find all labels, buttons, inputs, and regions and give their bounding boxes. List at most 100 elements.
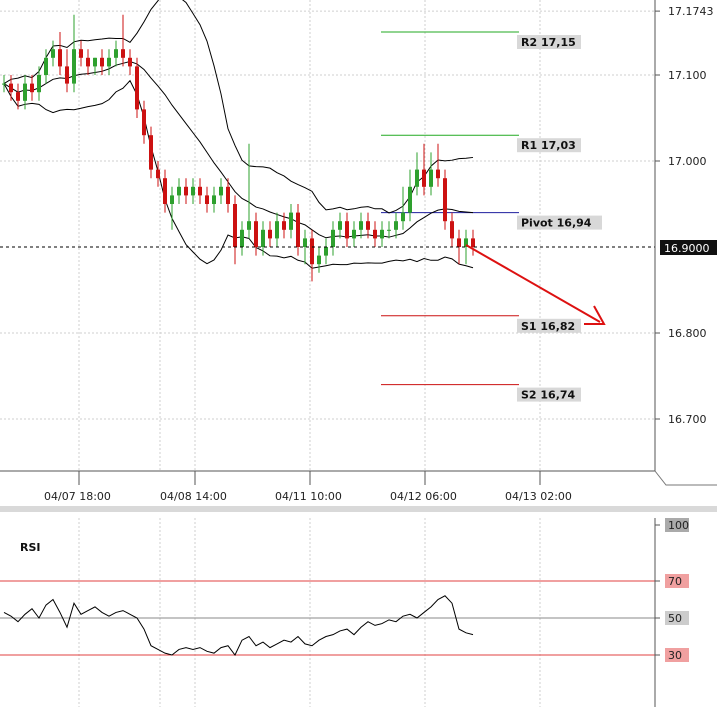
candle-body: [380, 229, 384, 239]
candle-body: [415, 169, 419, 187]
candle-body: [450, 221, 454, 239]
axis-corner: [654, 470, 717, 486]
candle-body: [394, 221, 398, 230]
candle-body: [205, 195, 209, 204]
forecast-arrow: [465, 244, 606, 325]
level-label-bg: [517, 387, 581, 402]
candle-body: [359, 221, 363, 230]
candle-body: [149, 135, 153, 170]
x-tick-label: 04/07 18:00: [44, 490, 111, 503]
candle-body: [289, 212, 293, 230]
candle-body: [303, 238, 307, 247]
candle-body: [51, 49, 55, 58]
level-label: Pivot 16,94: [521, 217, 592, 230]
level-label-bg: [517, 138, 581, 153]
candle-body: [100, 57, 104, 67]
candle-body: [86, 57, 90, 67]
candle-body: [128, 57, 132, 67]
y-tick-label: 16.800: [668, 327, 707, 340]
candle-body: [30, 83, 34, 93]
candle-body: [184, 186, 188, 196]
level-label-bg: [517, 318, 581, 333]
candle-body: [37, 75, 41, 93]
candle-body: [401, 212, 405, 222]
candle-body: [93, 57, 97, 67]
band-upper: [3, 0, 474, 214]
x-tick-label: 04/11 10:00: [275, 490, 342, 503]
indicator-pane: RSI 100 70 50 30: [0, 518, 689, 707]
band-middle: [3, 60, 474, 239]
rsi-tick-bg: [665, 611, 689, 625]
candle-body: [142, 109, 146, 136]
candle-body: [296, 212, 300, 247]
candle-body: [352, 229, 356, 239]
candle-body: [9, 83, 13, 93]
candle-body: [72, 49, 76, 84]
level-label: S2 16,74: [521, 389, 576, 402]
candle-body: [422, 169, 426, 187]
rsi-tick-label: 50: [668, 612, 682, 625]
pivot-levels: R2 17,15 R1 17,03 Pivot 16,94 S1 16,82 S2 16…: [381, 31, 602, 402]
candle-body: [387, 229, 391, 231]
candle-body: [198, 186, 202, 196]
candle-body: [268, 229, 272, 239]
candle-body: [114, 49, 118, 58]
candle-body: [247, 221, 251, 230]
rsi-line: [3, 595, 474, 656]
x-tick-label: 04/08 14:00: [160, 490, 227, 503]
rsi-tick-labels: 100 70 50 30: [655, 518, 689, 662]
level-label: R1 17,03: [521, 139, 576, 152]
candle-body: [310, 238, 314, 265]
rsi-tick-label: 30: [668, 649, 682, 662]
rsi-tick-label: 70: [668, 575, 682, 588]
candle-body: [373, 229, 377, 239]
rsi-grid: [78, 518, 541, 707]
candle-body: [261, 229, 265, 247]
candle-body: [233, 204, 237, 247]
candle-body: [44, 57, 48, 75]
candlesticks: [2, 14, 475, 282]
candle-body: [464, 238, 468, 247]
candle-body: [156, 169, 160, 179]
arrow-head: [584, 305, 606, 325]
y-tick-label: 17.100: [668, 69, 707, 82]
rsi-tick-bg: [665, 518, 689, 532]
candle-body: [275, 221, 279, 239]
rsi-tick-label: 100: [668, 519, 689, 532]
candle-body: [282, 221, 286, 230]
main-grid: [0, 0, 655, 471]
rsi-tick-bg: [665, 648, 689, 662]
candle-body: [457, 238, 461, 247]
level-label: S1 16,82: [521, 320, 575, 333]
candle-body: [65, 66, 69, 84]
candle-body: [58, 49, 62, 67]
candle-body: [191, 186, 195, 196]
bollinger-bands: [3, 0, 474, 269]
candle-body: [2, 83, 6, 85]
level-label-bg: [517, 35, 581, 49]
candle-body: [107, 57, 111, 67]
candle-body: [324, 247, 328, 256]
candle-body: [16, 92, 20, 101]
candle-body: [345, 221, 349, 239]
candle-body: [219, 186, 223, 196]
y-tick-labels: 17.1743 17.100 17.000 16.800 16.700: [655, 5, 714, 426]
candle-body: [443, 178, 447, 222]
candle-body: [177, 186, 181, 196]
candle-body: [338, 221, 342, 230]
y-tick-label: 17.1743: [668, 5, 714, 18]
candle-body: [212, 195, 216, 204]
x-tick-label: 04/12 06:00: [390, 490, 457, 503]
candle-body: [436, 169, 440, 179]
candle-body: [331, 229, 335, 247]
current-price-label: 16.9000: [664, 242, 710, 255]
x-tick-labels: 04/07 18:00 04/08 14:00 04/11 10:00 04/12 0…: [44, 471, 572, 503]
y-tick-label: 17.000: [668, 155, 707, 168]
candle-body: [226, 186, 230, 204]
pane-separator[interactable]: [0, 506, 717, 512]
candle-body: [429, 169, 433, 187]
candle-body: [317, 255, 321, 265]
band-lower: [3, 79, 474, 269]
candle-body: [408, 186, 412, 213]
